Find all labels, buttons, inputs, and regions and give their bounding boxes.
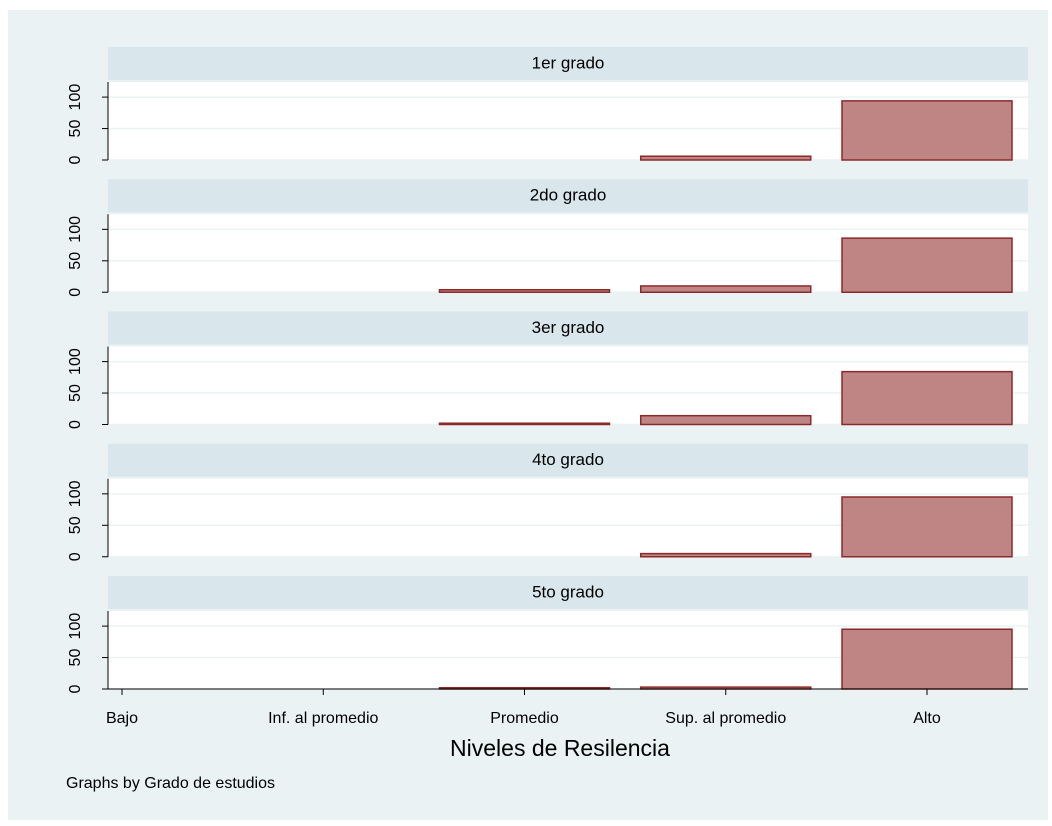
y-tick-label: 50 (67, 516, 84, 534)
facet-title: 5to grado (532, 582, 604, 601)
y-tick-label: 0 (67, 155, 84, 164)
y-tick-label: 100 (67, 348, 84, 375)
y-tick-label: 0 (67, 420, 84, 429)
y-tick-label: 50 (67, 120, 84, 138)
facet-header (108, 443, 1028, 477)
y-tick-label: 50 (67, 649, 84, 667)
bar (640, 155, 812, 161)
y-tick-label: 0 (67, 684, 84, 693)
y-tick-label: 50 (67, 252, 84, 270)
y-tick-label: 0 (67, 552, 84, 561)
facet-header (108, 179, 1028, 213)
y-tick-label: 0 (67, 288, 84, 297)
y-tick-label: 100 (67, 480, 84, 507)
facet-header (108, 47, 1028, 80)
bar (438, 288, 611, 293)
x-tick-label: Sup. al promedio (665, 710, 786, 727)
bar (841, 237, 1013, 294)
bar (438, 422, 611, 426)
y-tick-label: 100 (67, 613, 84, 640)
bar (640, 552, 812, 558)
x-tick-label: Promedio (490, 710, 559, 727)
y-tick-label: 50 (67, 384, 84, 402)
x-tick-label: Inf. al promedio (268, 710, 378, 727)
bar (841, 100, 1013, 161)
x-tick-label: Alto (913, 710, 941, 727)
facet-title: 2do grado (530, 186, 607, 205)
facet-title: 4to grado (532, 450, 604, 469)
x-axis-title: Niveles de Resilencia (450, 735, 670, 761)
x-tick-label: Bajo (106, 710, 138, 727)
facet-title: 1er grado (532, 53, 605, 72)
bar (640, 285, 812, 294)
bar (841, 496, 1013, 558)
y-tick-label: 100 (67, 216, 84, 243)
bar (841, 370, 1013, 426)
y-tick-label: 100 (67, 84, 84, 111)
bar (841, 628, 1013, 690)
facet-title: 3er grado (532, 318, 605, 337)
bar (640, 414, 812, 426)
facet-header (108, 311, 1028, 345)
facet-header (108, 576, 1028, 609)
note: Graphs by Grado de estudios (66, 775, 275, 792)
